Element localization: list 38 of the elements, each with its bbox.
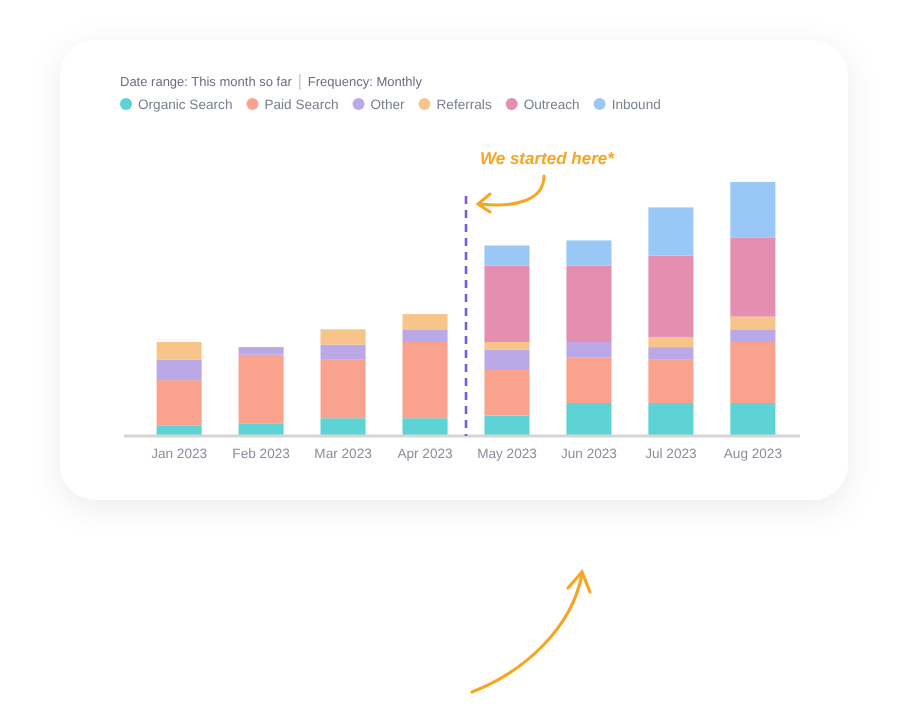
bar bbox=[648, 207, 694, 256]
bar bbox=[566, 402, 612, 436]
bar bbox=[320, 359, 366, 419]
bar bbox=[238, 423, 284, 436]
bar bbox=[402, 314, 448, 330]
bar bbox=[156, 359, 202, 381]
bar bbox=[648, 347, 694, 360]
bar bbox=[484, 342, 530, 350]
bar bbox=[156, 380, 202, 426]
bar bbox=[320, 329, 366, 345]
bar bbox=[730, 237, 776, 317]
bar bbox=[730, 182, 776, 238]
bar bbox=[730, 402, 776, 436]
bar bbox=[566, 240, 612, 266]
bar bbox=[402, 418, 448, 436]
bar bbox=[320, 418, 366, 436]
bar bbox=[566, 265, 612, 343]
bar bbox=[730, 316, 776, 330]
bar bbox=[648, 359, 694, 403]
bar bbox=[320, 344, 366, 360]
text: We started here* bbox=[480, 148, 616, 168]
bar bbox=[484, 245, 530, 266]
bar bbox=[566, 342, 612, 358]
bar bbox=[484, 369, 530, 416]
bar bbox=[648, 336, 694, 348]
bar bbox=[238, 347, 284, 355]
bar bbox=[648, 402, 694, 436]
bar bbox=[648, 255, 694, 337]
bar bbox=[402, 329, 448, 343]
bar bbox=[730, 329, 776, 343]
bar bbox=[484, 349, 530, 370]
bar bbox=[566, 357, 612, 403]
bar bbox=[484, 415, 530, 436]
bar bbox=[730, 342, 776, 403]
bar bbox=[238, 354, 284, 424]
bar bbox=[156, 342, 202, 360]
bar bbox=[484, 265, 530, 343]
bar bbox=[402, 342, 448, 419]
